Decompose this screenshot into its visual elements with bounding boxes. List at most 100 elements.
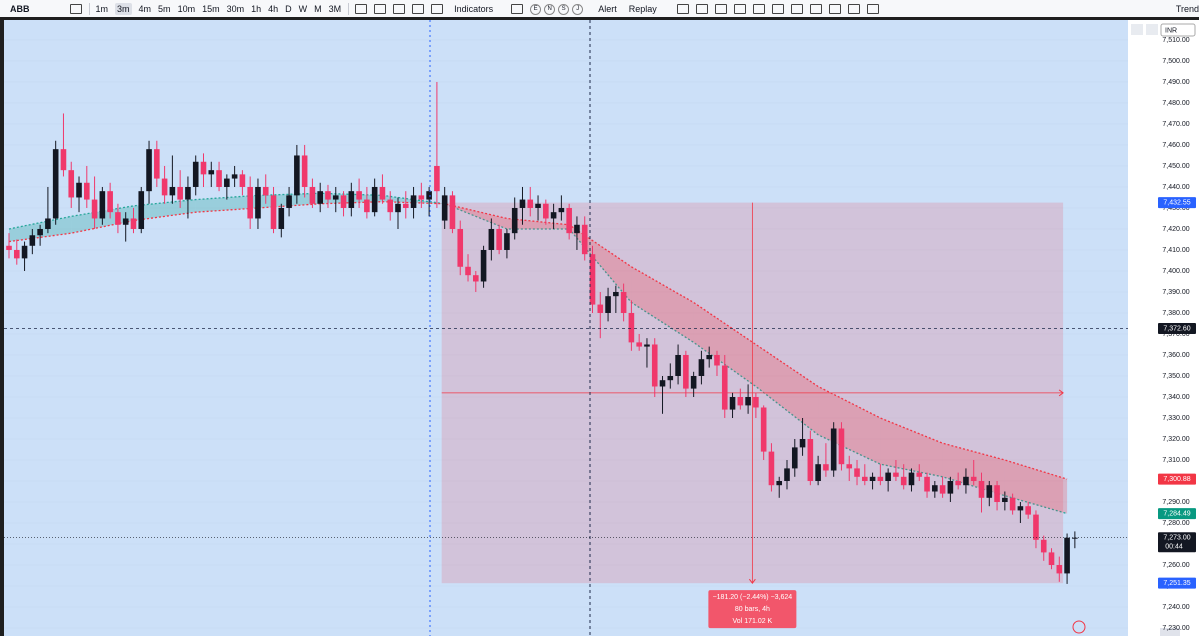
band-fill bbox=[818, 386, 881, 465]
band-fill bbox=[195, 195, 258, 213]
candle-body bbox=[402, 203, 409, 208]
icon[interactable] bbox=[374, 3, 387, 14]
icon[interactable] bbox=[1072, 620, 1086, 634]
icon[interactable] bbox=[69, 3, 82, 14]
y-tick-label: 7,350.00 bbox=[1162, 373, 1189, 380]
candle-body bbox=[659, 380, 666, 387]
trend-button[interactable]: Trend bbox=[1175, 3, 1199, 14]
icon[interactable] bbox=[1146, 24, 1158, 35]
candle-body bbox=[558, 207, 565, 213]
candle-body bbox=[200, 161, 207, 175]
icon[interactable] bbox=[695, 3, 708, 14]
interval-button[interactable]: W bbox=[298, 3, 308, 14]
y-tick-label: 7,360.00 bbox=[1162, 352, 1189, 359]
interval-button[interactable]: 3m bbox=[115, 2, 132, 15]
event-filter[interactable]: E bbox=[530, 4, 542, 15]
candle-body bbox=[348, 191, 355, 208]
candle-body bbox=[791, 447, 798, 469]
replay-button[interactable]: Replay bbox=[628, 3, 657, 14]
candle-body bbox=[729, 396, 736, 410]
event-filter[interactable]: S bbox=[558, 4, 570, 15]
candle-body bbox=[1033, 514, 1039, 540]
price-badge bbox=[1158, 323, 1196, 335]
y-tick-label: 7,460.00 bbox=[1162, 142, 1189, 149]
candle-body bbox=[130, 218, 137, 229]
icon[interactable] bbox=[393, 3, 406, 14]
candle-body bbox=[877, 476, 884, 482]
icon[interactable] bbox=[771, 3, 784, 14]
interval-button[interactable]: 4m bbox=[138, 3, 152, 14]
candle-body bbox=[511, 207, 518, 234]
candle-body bbox=[753, 396, 759, 408]
interval-button[interactable]: 10m bbox=[177, 3, 196, 14]
countdown: 00:44 bbox=[1165, 544, 1183, 551]
interval-button[interactable]: 1m bbox=[95, 3, 109, 14]
price-badge bbox=[1158, 577, 1196, 589]
event-filter[interactable]: N bbox=[544, 4, 556, 15]
price-badge bbox=[1158, 197, 1196, 209]
icon[interactable] bbox=[511, 3, 524, 14]
icon[interactable] bbox=[714, 3, 727, 14]
candle-body bbox=[690, 375, 697, 389]
candle-body bbox=[91, 199, 98, 219]
range-label: Vol 171.02 K bbox=[733, 618, 773, 625]
candle-body bbox=[900, 476, 907, 486]
currency-select[interactable] bbox=[1160, 23, 1196, 37]
icon[interactable] bbox=[1160, 628, 1180, 636]
icon[interactable] bbox=[1131, 24, 1143, 35]
candle-body bbox=[550, 212, 557, 219]
icon[interactable] bbox=[828, 3, 841, 14]
candle-body bbox=[45, 218, 51, 229]
candle-body bbox=[636, 342, 642, 347]
candle-body bbox=[340, 195, 347, 208]
toolbar: ABB 1m 3m 4m 5m 10m 15m 30m 1h 4h D W M 3M Indicator… bbox=[0, 0, 1199, 17]
candle-body bbox=[760, 407, 767, 452]
candle-body bbox=[84, 182, 90, 200]
candle-body bbox=[449, 195, 456, 229]
interval-button[interactable]: D bbox=[285, 3, 292, 14]
candle-body bbox=[628, 312, 635, 343]
currency[interactable]: INR bbox=[1165, 27, 1177, 34]
candle-body bbox=[924, 476, 930, 492]
band-fill bbox=[444, 203, 507, 229]
candle-body bbox=[706, 354, 712, 360]
interval-button[interactable]: 4h bbox=[268, 3, 279, 14]
icon[interactable] bbox=[412, 3, 425, 14]
candle-body bbox=[846, 464, 853, 469]
symbol[interactable]: ABB bbox=[10, 3, 30, 14]
price-badge bbox=[1158, 508, 1196, 520]
interval-button[interactable]: 3M bbox=[328, 3, 342, 14]
icon[interactable] bbox=[733, 3, 746, 14]
icon[interactable] bbox=[866, 3, 879, 14]
y-tick-label: 7,480.00 bbox=[1162, 100, 1189, 107]
icon[interactable] bbox=[431, 3, 444, 14]
candle-body bbox=[107, 191, 113, 213]
candle-body bbox=[301, 155, 308, 187]
candle-body bbox=[185, 186, 191, 200]
y-tick-label: 7,410.00 bbox=[1162, 247, 1189, 254]
icon[interactable] bbox=[355, 3, 368, 14]
price-badge bbox=[1158, 473, 1196, 485]
alert-button[interactable]: Alert bbox=[598, 3, 617, 14]
candle-body bbox=[799, 438, 806, 448]
y-tick-label: 7,440.00 bbox=[1162, 184, 1189, 191]
icon[interactable] bbox=[676, 3, 689, 14]
interval-button[interactable]: M bbox=[314, 3, 322, 14]
icon[interactable] bbox=[809, 3, 822, 14]
interval-button[interactable]: 1h bbox=[251, 3, 262, 14]
candle-body bbox=[613, 291, 619, 297]
event-filter[interactable]: J bbox=[572, 4, 584, 15]
candle-body bbox=[52, 149, 59, 219]
indicators-button[interactable]: Indicators bbox=[454, 3, 494, 14]
candle-body bbox=[667, 375, 674, 381]
interval-button[interactable]: 30m bbox=[226, 3, 245, 14]
candle-body bbox=[6, 245, 12, 250]
icon[interactable] bbox=[752, 3, 765, 14]
interval-button[interactable]: 5m bbox=[158, 3, 171, 14]
interval-button[interactable]: 15m bbox=[202, 3, 220, 14]
icon[interactable] bbox=[790, 3, 803, 14]
y-tick-label: 7,400.00 bbox=[1162, 268, 1189, 275]
icon[interactable] bbox=[847, 3, 860, 14]
